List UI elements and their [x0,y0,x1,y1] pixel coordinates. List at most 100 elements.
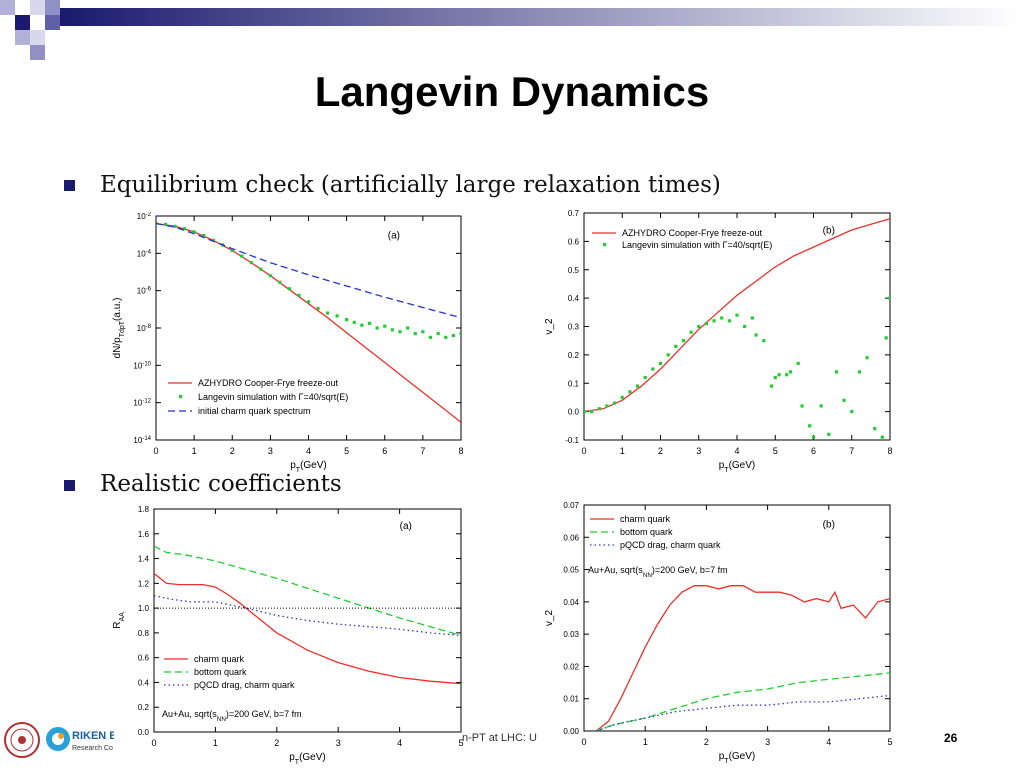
data-point [444,335,448,339]
legend-label: bottom quark [620,527,673,537]
y-tick-label: -0.1 [565,436,579,445]
x-tick-label: 1 [213,738,218,748]
x-tick-label: 8 [458,446,463,456]
data-point [605,404,609,408]
data-point [590,410,594,414]
y-tick-label: 1.6 [138,530,150,539]
data-point [808,424,812,428]
corner-square [15,30,30,45]
x-tick-label: 8 [887,446,892,456]
bullet-text: Realistic coefficients [100,471,342,497]
legend-swatch [179,395,183,399]
data-point [413,332,417,336]
legend-label: bottom quark [194,667,247,677]
data-point [192,230,196,234]
data-point [754,333,758,337]
logo-text: RIKEN B [72,730,114,742]
y-tick-label: 0.0 [138,728,150,737]
data-point [352,320,356,324]
data-point [842,398,846,402]
y-tick-label: 0.8 [138,629,150,638]
data-point [421,330,425,334]
data-point [367,321,372,325]
x-tick-label: 1 [620,446,625,456]
data-point [827,432,831,436]
plot-area: 0 1 2 3 4 5 0.07 0.06 0.05 0.04 0.03 0.02 0.01 0.00 pT… [544,501,893,765]
x-tick-label: 2 [658,446,663,456]
x-tick-label: 0 [581,737,586,747]
data-point [345,318,349,322]
y-tick-label: 0.02 [563,662,579,671]
y-tick-label: 0.07 [563,501,579,510]
data-point [850,410,854,414]
data-point [666,353,670,357]
data-point [727,319,731,323]
series-line [595,585,890,731]
series-line [154,572,461,685]
data-point [811,435,816,439]
data-point [773,375,777,380]
plot-area: 0 1 2 3 4 5 1.8 1.6 1.4 1.2 1.0 0.8 0.6 0.4 0.2 0.0 pT(G… [112,505,464,765]
y-tick-label: 0.1 [568,379,580,388]
data-point [750,316,754,320]
y-axis-label: v_2 [544,610,555,627]
y-tick-label: 1.4 [138,555,150,564]
x-tick-label: 3 [268,446,273,456]
x-tick-label: 1 [192,446,197,456]
data-point [704,322,708,326]
data-point [182,227,187,231]
data-point [597,407,601,411]
x-axis-label: pT(GeV) [719,460,756,474]
data-point [584,410,586,414]
bullet-text: Equilibrium check (artificially large re… [100,172,721,198]
y-tick-label: 0.03 [563,630,579,639]
x-axis-label: pT(GeV) [719,751,756,765]
panel-label: (a) [388,230,400,241]
y-tick-label: 0.06 [563,533,579,542]
v2-realistic-chart: 0 1 2 3 4 5 0.07 0.06 0.05 0.04 0.03 0.02 0.01 0.00 pT… [544,501,893,765]
series-line [156,222,461,319]
y-tick-label: 0.05 [563,566,579,575]
y-tick-label: 0.2 [138,703,150,712]
y-tick-label: 1.8 [138,505,150,514]
x-tick-label: 2 [230,446,235,456]
data-point [230,248,234,253]
data-point [173,224,177,228]
data-point [325,311,330,315]
university-seal-logo [4,722,40,758]
y-tick-label: 0.00 [563,727,579,736]
x-tick-label: 5 [344,446,349,456]
legend: AZHYDRO Cooper-Frye freeze-out Langevin s… [592,228,772,250]
corner-square [0,0,15,15]
data-point [689,330,693,334]
data-point [865,356,869,360]
data-point [643,375,647,380]
corner-square [30,45,45,60]
data-layer [154,545,461,685]
data-point [398,330,402,334]
x-tick-label: 4 [826,737,831,747]
data-point [762,339,766,343]
data-point [163,222,168,226]
data-point [211,238,215,242]
data-point [796,361,800,365]
legend-label: pQCD drag, charm quark [194,680,295,690]
data-layer [584,218,890,439]
x-axis-label: pT(GeV) [290,460,327,472]
legend-label: initial charm quark spectrum [198,406,311,416]
riken-logo: RIKEN B Research Co [46,727,114,752]
header-decoration [0,0,1020,60]
panel-label: (b) [823,225,835,236]
corner-square [30,0,45,15]
data-point [375,326,379,330]
data-point [720,316,724,320]
data-point [735,313,739,317]
bullet-marker [64,180,75,191]
data-point [857,370,861,374]
x-tick-label: 2 [274,738,279,748]
y-tick-label: 0.0 [568,408,580,417]
series-line [595,672,890,731]
data-point [259,267,263,271]
data-point [287,287,292,291]
y-tick-label: 10-12 [133,399,151,408]
